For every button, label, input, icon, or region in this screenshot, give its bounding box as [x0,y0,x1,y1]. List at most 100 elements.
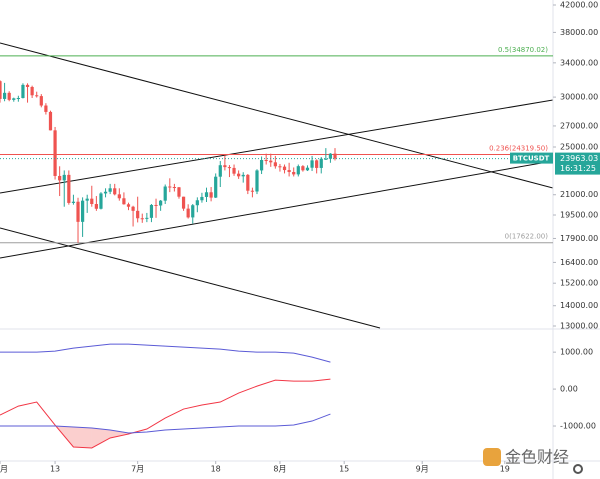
candle-body [269,160,273,163]
logo: 金色财经 [483,448,569,467]
candle-body [200,196,204,201]
price-pane: 0.5(34870.02) 0.236(24319.50) 0(17622.00) [0,46,553,244]
settings-icon[interactable] [573,464,583,474]
candle-body [195,200,199,206]
candle-body [159,200,163,206]
candle-body [140,218,144,220]
candle-body [154,204,158,206]
candle-body [287,170,291,172]
candle-body [0,81,2,99]
candle-body [126,204,131,207]
y-tick-label: 1000.00 [560,348,593,357]
candle-body [181,196,186,209]
candle-body [305,167,310,171]
candle-body [250,190,255,192]
candle-body [177,187,181,197]
candle-body [218,165,222,177]
x-tick-label: 7月 [131,465,144,474]
candle-body [204,192,209,197]
candle-body [90,198,94,205]
candle-body [7,92,11,100]
candle-body [292,171,296,175]
y-tick-label: 0.00 [560,385,578,394]
cross-fill [110,430,129,438]
last-price-label: 23963.03 [560,154,598,163]
x-tick-label: 18 [211,465,221,474]
candle-body [163,186,167,201]
indicator-line [0,413,331,434]
candle-body [246,174,250,191]
candle-body [58,175,62,181]
candle-body [328,153,333,159]
candle-body [232,167,236,174]
y-tick-label: 15200.00 [560,279,598,288]
candle-body [35,95,39,97]
candle-body [53,130,57,176]
candle-body [94,204,98,209]
candle-body [113,188,117,195]
candle-body [324,158,328,160]
trend-lines [0,42,553,329]
candle-body [227,167,232,169]
candle-body [67,174,71,203]
y-tick-label: -1000.00 [560,422,596,431]
candle-body [259,160,264,171]
y-tick-label: 30000.00 [560,93,598,102]
candle-body [209,192,213,198]
symbol-box [510,152,553,164]
candle-body [191,205,195,218]
candle-body [25,84,30,87]
logo-text: 金色财经 [505,448,569,467]
price-box [555,152,600,175]
cross-fill [73,427,92,448]
fib-label: 0.5(34870.02) [498,46,548,54]
candle-body [172,187,176,189]
candle-body [136,210,140,219]
candle-body [223,165,227,168]
candle-body [108,188,112,192]
candle-body [255,170,259,192]
x-tick-label: 9月 [416,465,429,474]
candle-body [237,173,241,177]
trend-line [0,99,553,194]
symbol-label: BTCUSDT [513,155,550,163]
candle-body [186,208,190,218]
y-tick-label: 34000.00 [560,58,598,67]
candle-body [30,86,34,96]
x-tick-label: 月 [0,465,8,474]
candle-body [241,174,245,177]
x-tick-label: 8月 [273,465,286,474]
candle-body [315,160,319,168]
candle-body [296,166,300,175]
y-tick-label: 38000.00 [560,28,598,37]
candle-body [71,201,76,203]
candle-body [149,204,154,218]
candle-body [39,96,43,106]
y-tick-label: 17900.00 [560,234,598,243]
candle-body [85,198,89,201]
trend-line [0,227,381,329]
candle-body [21,84,25,99]
trend-line [0,160,553,259]
candle-body [310,160,314,168]
candle-body [278,166,282,168]
candle-body [44,105,48,112]
candle-body [145,217,149,219]
candle-body [76,201,80,222]
candle-body [80,200,85,222]
x-tick-label: 15 [339,465,349,474]
candle-body [319,158,323,168]
candle-body [2,92,7,99]
y-tick-label: 27000.00 [560,121,598,130]
y-tick-label: 16400.00 [560,258,598,267]
indicator-line [0,343,331,363]
y-tick-label: 21000.00 [560,190,598,199]
candle-body [214,176,218,198]
y-tick-label: 25000.00 [560,143,598,152]
candle-body [131,206,135,211]
candle-body [48,111,53,131]
candle-body [103,191,108,194]
candle-body [333,153,337,159]
